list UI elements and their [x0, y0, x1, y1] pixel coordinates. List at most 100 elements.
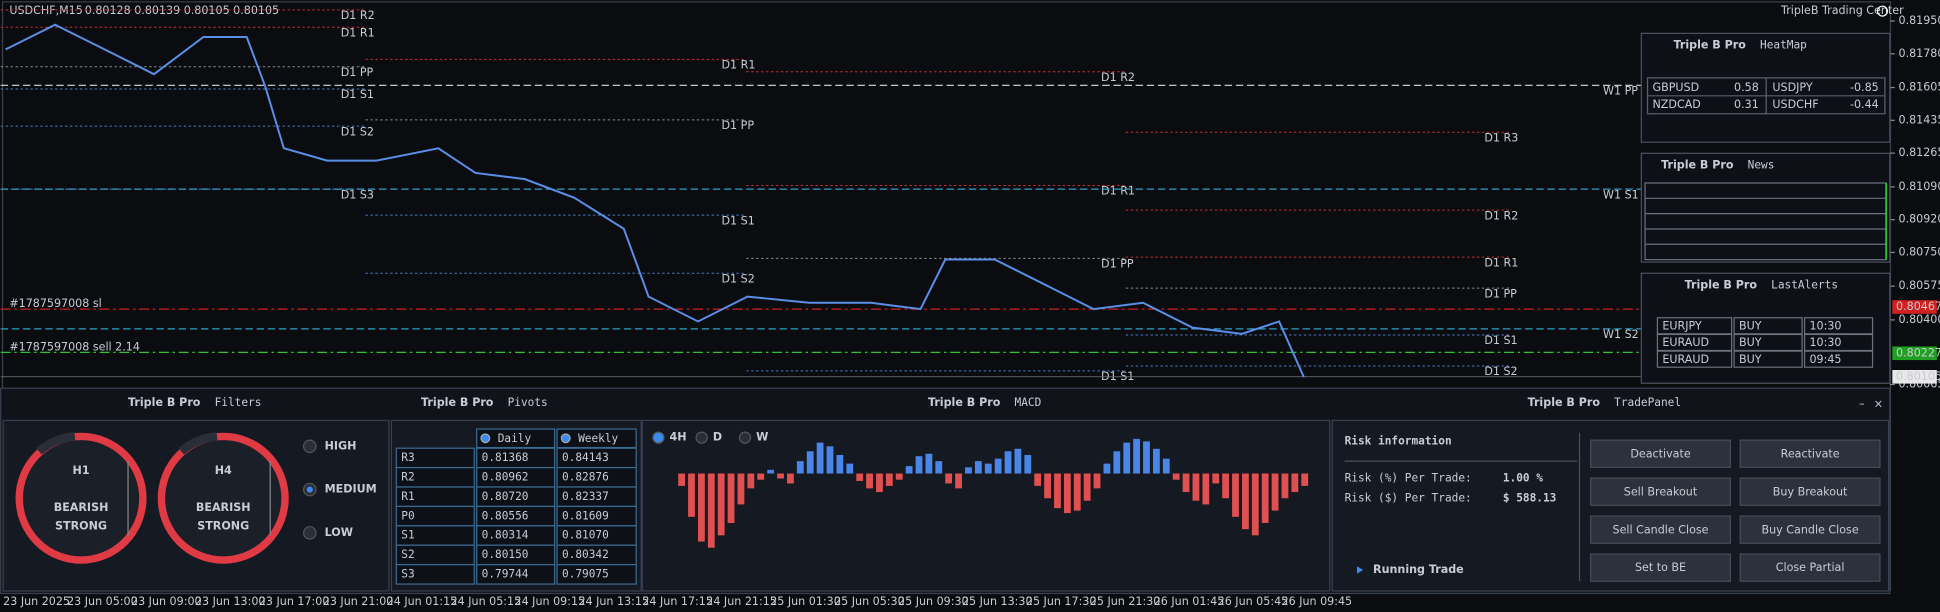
panel-brand: Triple B Pro — [928, 396, 1001, 409]
pivot-level-label: D1 S2 — [1484, 365, 1517, 378]
radio-label: LOW — [325, 526, 353, 539]
news-list — [1644, 182, 1887, 261]
pivot-level-label: W1 S2 — [1603, 328, 1639, 341]
alert-cell — [1803, 350, 1874, 368]
pivot-cell — [476, 564, 556, 585]
histogram-bar — [688, 473, 695, 517]
radio[interactable] — [302, 439, 317, 454]
radio-label: HIGH — [325, 439, 357, 452]
pivot-name: R3 — [401, 451, 414, 464]
alert-text: BUY — [1739, 353, 1762, 366]
histogram-bar — [727, 473, 735, 523]
histogram-bar — [1281, 473, 1289, 499]
histogram-bar — [1054, 473, 1061, 509]
trade-button-label[interactable]: Deactivate — [1630, 447, 1690, 460]
alert-text: EURJPY — [1662, 319, 1702, 332]
close-button[interactable]: × — [1874, 397, 1883, 410]
y-tick-label: 0.81435 — [1899, 113, 1940, 126]
pivot-radio[interactable] — [560, 433, 571, 444]
histogram-bar — [885, 473, 893, 486]
pivot-level-label: W1 S1 — [1603, 188, 1639, 201]
radio[interactable] — [302, 526, 317, 540]
histogram-bar — [895, 473, 903, 480]
trade-button-label[interactable]: Set to BE — [1635, 561, 1686, 574]
pivot-name: S1 — [401, 529, 414, 542]
x-tick-label: 24 Jun 21:15 — [706, 595, 777, 608]
panel-title: News — [1748, 159, 1775, 172]
symbol: USDCHF,M15 — [9, 4, 83, 17]
pivot-value: 0.84143 — [562, 451, 609, 464]
heatmap-symbol: GBPUSD — [1652, 81, 1699, 94]
y-tick-label: 0.80575 — [1899, 279, 1940, 292]
trade-button-label[interactable]: Reactivate — [1781, 447, 1840, 460]
x-tick-label: 25 Jun 09:30 — [898, 595, 969, 608]
histogram-bar — [1063, 473, 1071, 514]
trade-button-label[interactable]: Buy Candle Close — [1762, 523, 1859, 536]
minimize-button[interactable]: – — [1859, 397, 1865, 410]
tf-radio[interactable] — [695, 431, 708, 444]
trade-button[interactable] — [1739, 439, 1881, 468]
pivot-level-label: D1 R3 — [1484, 131, 1518, 144]
alert-cell — [1733, 350, 1803, 368]
x-tick-label: 24 Jun 01:15 — [387, 595, 458, 608]
trade-button[interactable] — [1590, 515, 1731, 544]
gauge-strength: STRONG — [197, 520, 249, 533]
pivot-radio[interactable] — [480, 433, 491, 444]
tf-radio[interactable] — [738, 431, 752, 444]
alert-text: 10:30 — [1809, 336, 1841, 349]
trade-button[interactable] — [1590, 477, 1731, 506]
trade-button-label[interactable]: Sell Candle Close — [1613, 523, 1709, 536]
tf-radio[interactable] — [652, 431, 665, 444]
histogram-bar — [994, 458, 1002, 474]
trade-button[interactable] — [1739, 477, 1881, 506]
trade-button-label[interactable]: Buy Breakout — [1773, 485, 1848, 498]
histogram-bar — [787, 473, 794, 484]
trade-button-label[interactable]: Sell Breakout — [1624, 485, 1698, 498]
histogram-bar — [826, 446, 834, 474]
x-tick-label: 26 Jun 05:45 — [1218, 595, 1289, 608]
trade-button[interactable] — [1590, 553, 1731, 582]
panel-brand: Triple B Pro — [421, 396, 494, 409]
running-trade: Running Trade — [1373, 563, 1464, 576]
histogram-bar — [1004, 451, 1012, 474]
x-tick-label: 23 Jun 09:00 — [131, 595, 202, 608]
histogram-bar — [1172, 473, 1180, 480]
alert-text: BUY — [1739, 319, 1762, 332]
trade-button[interactable] — [1739, 515, 1881, 544]
trade-button[interactable] — [1590, 439, 1731, 468]
histogram-bar — [1034, 473, 1042, 486]
gauge-timeframe: H4 — [215, 464, 232, 477]
gauge-strength: STRONG — [55, 520, 107, 533]
pivot-value: 0.80342 — [562, 548, 609, 561]
trade-button[interactable] — [1739, 553, 1881, 582]
price-marker — [1892, 346, 1937, 361]
x-tick-label: 25 Jun 01:30 — [770, 595, 841, 608]
panel-title: Pivots — [508, 396, 548, 409]
x-tick-label: 24 Jun 05:15 — [451, 595, 522, 608]
pivot-level-label: D1 S1 — [341, 88, 374, 101]
histogram-bar — [1123, 442, 1131, 474]
panel-brand: Triple B Pro — [128, 396, 201, 409]
histogram-bar — [1083, 473, 1091, 501]
risk-value: $ 588.13 — [1503, 491, 1557, 504]
pivot-level-label: D1 PP — [721, 119, 754, 132]
trade-button-label[interactable]: Close Partial — [1776, 561, 1845, 574]
risk-label: Risk ($) Per Trade: — [1345, 491, 1472, 504]
x-tick-label: 26 Jun 01:45 — [1154, 595, 1225, 608]
pivot-value: 0.80150 — [482, 548, 529, 561]
tf-label: D — [713, 431, 722, 444]
pivot-level-label: D1 R1 — [341, 26, 375, 39]
panel-title: TradePanel — [1614, 396, 1681, 409]
histogram-bar — [1162, 458, 1170, 474]
pivot-column: Weekly — [578, 432, 618, 445]
pivot-value: 0.82337 — [562, 490, 609, 503]
histogram-bar — [866, 473, 873, 489]
pivot-column: Daily — [498, 432, 532, 445]
pivot-value: 0.81368 — [482, 451, 529, 464]
histogram-bar — [905, 466, 913, 474]
histogram-bar — [925, 453, 933, 474]
panel-brand: Triple B Pro — [1673, 39, 1746, 52]
histogram-bar — [816, 442, 824, 474]
pivot-value: 0.80720 — [482, 490, 529, 503]
price-line — [5, 23, 1305, 378]
